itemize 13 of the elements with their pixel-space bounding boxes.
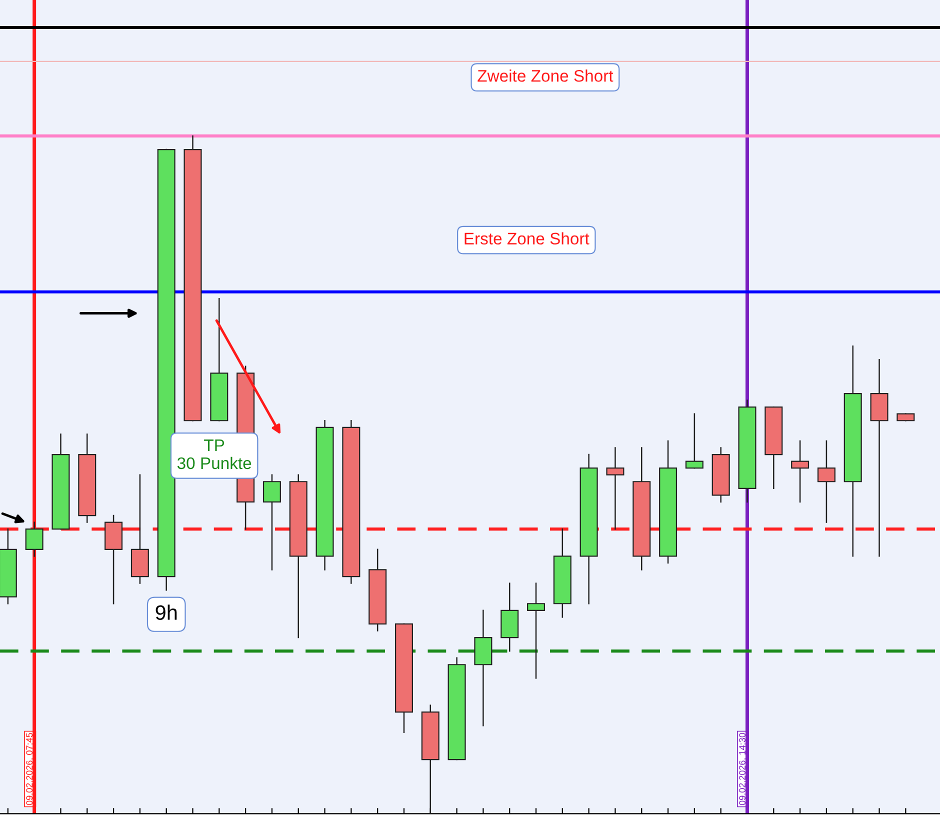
x-tick-label: 09.02.2026, 14:30 (739, 732, 747, 806)
candlestick (685, 413, 704, 469)
annotation: Erste Zone Short (464, 232, 590, 245)
candlestick (817, 440, 836, 523)
text: Zweite Zone Short (478, 70, 614, 82)
candlestick (262, 474, 281, 570)
x-tick-label: 09.02.2026, 07:45 (26, 732, 34, 806)
candlestick (25, 522, 44, 557)
candlestick (606, 447, 624, 530)
annotation: 9h (156, 604, 177, 620)
candlestick (791, 440, 810, 503)
annotation: TP 30 Punkte (177, 440, 252, 470)
candlestick (527, 582, 546, 679)
